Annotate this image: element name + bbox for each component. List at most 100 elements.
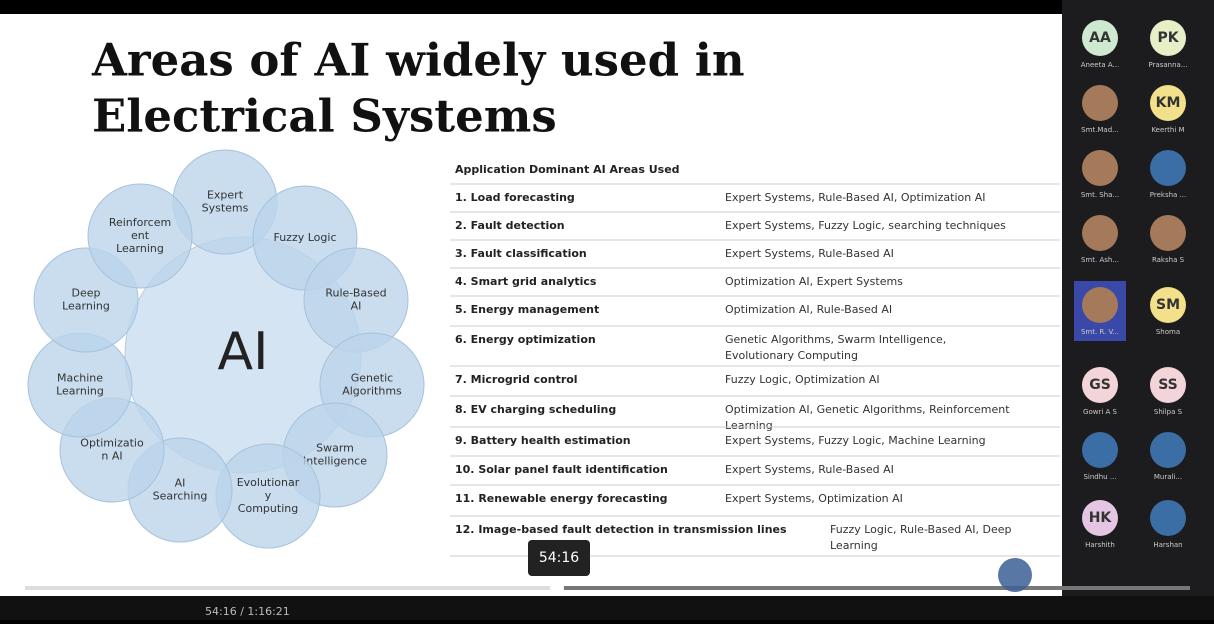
ai-areas: Learning: [725, 419, 773, 432]
petal-label: ent: [131, 229, 150, 242]
petal-label: Algorithms: [342, 385, 402, 398]
petal-label: Rule-Based: [325, 287, 386, 300]
application: 12. Image-based fault detection in trans…: [455, 523, 787, 536]
avatar: [1082, 150, 1118, 186]
avatar: [1082, 85, 1118, 121]
ai-areas: Optimization AI, Rule-Based AI: [725, 303, 892, 316]
avatar: [1150, 432, 1186, 468]
petal-label: y: [265, 489, 272, 502]
application: 2. Fault detection: [455, 219, 565, 232]
ai-areas: Expert Systems, Rule-Based AI: [725, 463, 894, 476]
avatar: [1082, 367, 1118, 403]
floating-button[interactable]: [998, 558, 1032, 592]
petal-label: Computing: [238, 502, 298, 515]
participant-name: Harshan: [1153, 541, 1182, 549]
ai-areas: Expert Systems, Fuzzy Logic, searching t…: [725, 219, 1006, 232]
petal-label: n AI: [101, 450, 122, 463]
application: 10. Solar panel fault identification: [455, 463, 668, 476]
participant-name: Murali...: [1154, 473, 1182, 481]
participant-name: Prasanna...: [1148, 61, 1187, 69]
ai-areas: Expert Systems, Rule-Based AI, Optimizat…: [725, 191, 985, 204]
tooltip-text: 54:16: [539, 550, 579, 566]
participant-name: Preksha ...: [1150, 191, 1186, 199]
participant-name: Smt. R. V...: [1081, 328, 1119, 336]
avatar: [1150, 287, 1186, 323]
avatar: [1082, 20, 1118, 56]
petal-label: Swarm: [316, 442, 354, 455]
petal-label: Intelligence: [303, 455, 367, 468]
petal-label: AI: [175, 477, 186, 490]
petal: [87, 183, 193, 289]
ai-areas: Fuzzy Logic, Rule-Based AI, Deep: [830, 523, 1012, 536]
application: 11. Renewable energy forecasting: [455, 492, 668, 505]
table-header: Application Dominant AI Areas Used: [455, 163, 680, 176]
center-label: AI: [218, 322, 269, 382]
avatar: [1150, 367, 1186, 403]
avatar: [1150, 215, 1186, 251]
participant-name: Smt.Mad...: [1081, 126, 1119, 134]
ai-areas: Expert Systems, Fuzzy Logic, Machine Lea…: [725, 434, 986, 447]
elapsed-time: 54:16 / 1:16:21: [205, 605, 290, 618]
avatar: [1150, 20, 1186, 56]
petal-label: Machine: [57, 372, 103, 385]
petal-label: Reinforcem: [109, 216, 171, 229]
petal-label: Fuzzy Logic: [273, 231, 336, 244]
participant-name: Sindhu ...: [1083, 473, 1116, 481]
ai-areas: Expert Systems, Optimization AI: [725, 492, 903, 505]
avatar: [1150, 500, 1186, 536]
ai-areas: Evolutionary Computing: [725, 349, 858, 362]
participant-name: Shoma: [1156, 328, 1180, 336]
ai-areas: Learning: [830, 539, 878, 552]
ai-areas: Fuzzy Logic, Optimization AI: [725, 373, 880, 386]
avatar-initials: SM: [1156, 297, 1180, 313]
application: 8. EV charging scheduling: [455, 403, 616, 416]
ai-areas: Genetic Algorithms, Swarm Intelligence,: [725, 333, 946, 346]
avatar: [1082, 500, 1118, 536]
avatar: [1082, 432, 1118, 468]
ai-areas: Optimization AI, Genetic Algorithms, Rei…: [725, 403, 1010, 416]
application: 7. Microgrid control: [455, 373, 578, 386]
application: 5. Energy management: [455, 303, 599, 316]
progress-knob[interactable]: [550, 581, 564, 595]
participant-name: Gowri A S: [1083, 408, 1117, 416]
participant-name: Aneeta A...: [1081, 61, 1119, 69]
participant-name: Smt. Sha...: [1081, 191, 1119, 199]
avatar: [1082, 287, 1118, 323]
participant-name: Keerthi M: [1151, 126, 1184, 134]
avatar-initials: KM: [1156, 95, 1181, 111]
application: 9. Battery health estimation: [455, 434, 631, 447]
application: 6. Energy optimization: [455, 333, 596, 346]
participant-name: Smt. Ash...: [1081, 256, 1119, 264]
petal-label: Optimizatio: [80, 437, 144, 450]
application: 4. Smart grid analytics: [455, 275, 597, 288]
avatar-initials: AA: [1089, 30, 1111, 46]
avatar: [1150, 85, 1186, 121]
avatar-initials: PK: [1157, 30, 1179, 46]
petal-label: Learning: [56, 385, 104, 398]
slide-title: Electrical Systems: [92, 90, 557, 143]
avatar-initials: HK: [1089, 510, 1113, 526]
petal-label: Expert: [207, 189, 244, 202]
petal-label: Genetic: [351, 372, 393, 385]
participant-name: Raksha S: [1152, 256, 1185, 264]
application: 1. Load forecasting: [455, 191, 575, 204]
control-bar: [0, 596, 1214, 620]
avatar-initials: GS: [1089, 377, 1111, 393]
petal-label: Learning: [62, 300, 110, 313]
application: 3. Fault classification: [455, 247, 587, 260]
petal-label: Deep: [72, 287, 101, 300]
avatar: [1082, 215, 1118, 251]
petal-label: Evolutionar: [237, 476, 300, 489]
petal-label: Learning: [116, 242, 164, 255]
ai-areas: Optimization AI, Expert Systems: [725, 275, 903, 288]
petal-label: AI: [351, 300, 362, 313]
participant-name: Harshith: [1085, 541, 1115, 549]
time-tooltip: [528, 540, 590, 576]
avatar-initials: SS: [1158, 377, 1178, 393]
participant-name: Shilpa S: [1154, 408, 1183, 416]
ai-areas: Expert Systems, Rule-Based AI: [725, 247, 894, 260]
petal-label: Searching: [153, 490, 208, 503]
petal-label: Systems: [202, 202, 249, 215]
slide-title: Areas of AI widely used in: [91, 34, 745, 87]
